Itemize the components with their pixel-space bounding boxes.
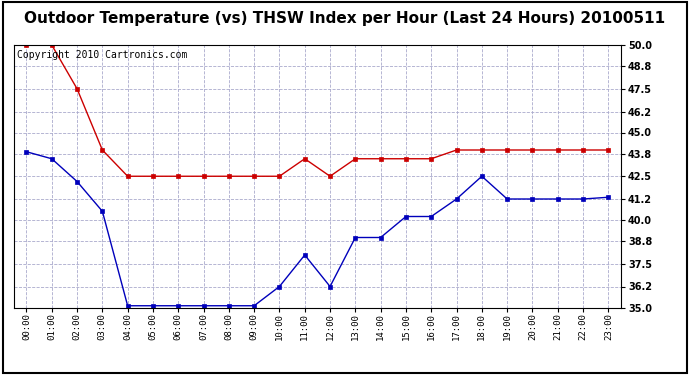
Text: Outdoor Temperature (vs) THSW Index per Hour (Last 24 Hours) 20100511: Outdoor Temperature (vs) THSW Index per … — [24, 11, 666, 26]
Text: Copyright 2010 Cartronics.com: Copyright 2010 Cartronics.com — [17, 50, 187, 60]
